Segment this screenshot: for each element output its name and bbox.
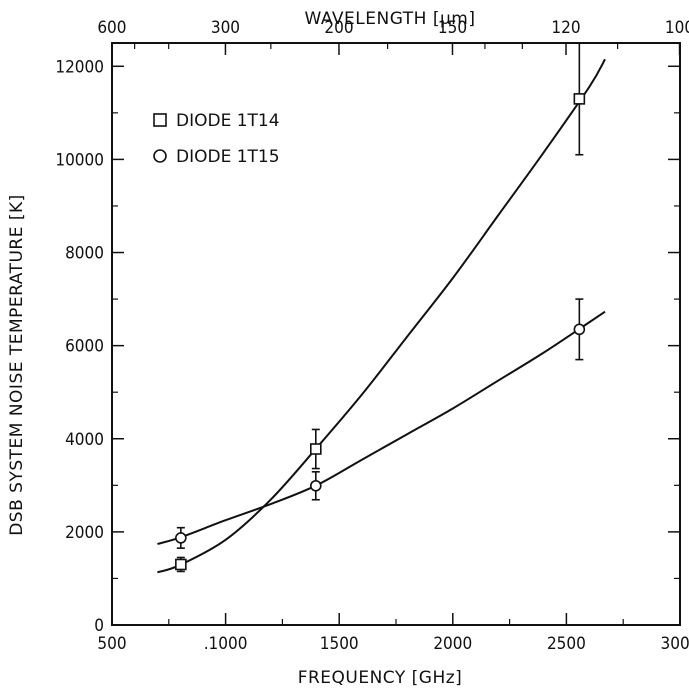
fit-curve xyxy=(157,310,606,545)
x-top-tick-label: 600 xyxy=(97,18,126,38)
axis-tick-labels: 500 .1000 1500 2000 2500 3000 600 300 200 150 120 1… xyxy=(55,18,689,654)
data-markers xyxy=(175,93,586,571)
circle-marker xyxy=(309,479,322,492)
square-marker xyxy=(573,93,586,105)
circle-marker xyxy=(573,323,586,336)
y-axis-title: DSB SYSTEM NOISE TEMPERATURE [K] xyxy=(7,194,27,536)
x-axis-top-title: WAVELENGTH [µm] xyxy=(304,9,475,29)
x-top-tick-label: 200 xyxy=(324,18,353,38)
x-tick-label: 1500 xyxy=(320,634,359,654)
y-tick-label: 10000 xyxy=(55,150,104,170)
x-top-tick-label: 150 xyxy=(438,18,467,38)
x-top-tick-label: 300 xyxy=(211,18,240,38)
y-tick-label: 8000 xyxy=(65,244,104,264)
square-marker xyxy=(175,558,187,571)
fit-curve xyxy=(157,58,606,574)
x-tick-label: 2000 xyxy=(433,634,472,654)
legend: DIODE 1T14 DIODE 1T15 xyxy=(153,111,280,167)
x-top-tick-label: 120 xyxy=(551,18,580,38)
circle-marker xyxy=(175,532,187,544)
y-tick-label: 6000 xyxy=(65,337,104,357)
legend-square-marker xyxy=(153,113,167,127)
x-top-tick-label: 100 xyxy=(665,18,689,38)
legend-label: DIODE 1T15 xyxy=(176,147,280,167)
y-tick-label: 2000 xyxy=(65,523,104,543)
legend-label: DIODE 1T14 xyxy=(176,111,280,131)
fit-curves xyxy=(157,58,606,574)
y-tick-label: 4000 xyxy=(65,430,104,450)
x-tick-label: 500 xyxy=(97,634,126,654)
x-tick-label: .1000 xyxy=(204,634,248,654)
x-axis-title: FREQUENCY [GHz] xyxy=(298,668,463,688)
legend-circle-marker xyxy=(153,149,167,163)
y-tick-label: 0 xyxy=(94,616,104,636)
x-tick-label: 2500 xyxy=(547,634,586,654)
axis-ticks xyxy=(111,43,681,626)
square-marker xyxy=(309,443,322,455)
x-tick-label: 3000 xyxy=(661,634,689,654)
y-tick-label: 12000 xyxy=(55,57,104,77)
